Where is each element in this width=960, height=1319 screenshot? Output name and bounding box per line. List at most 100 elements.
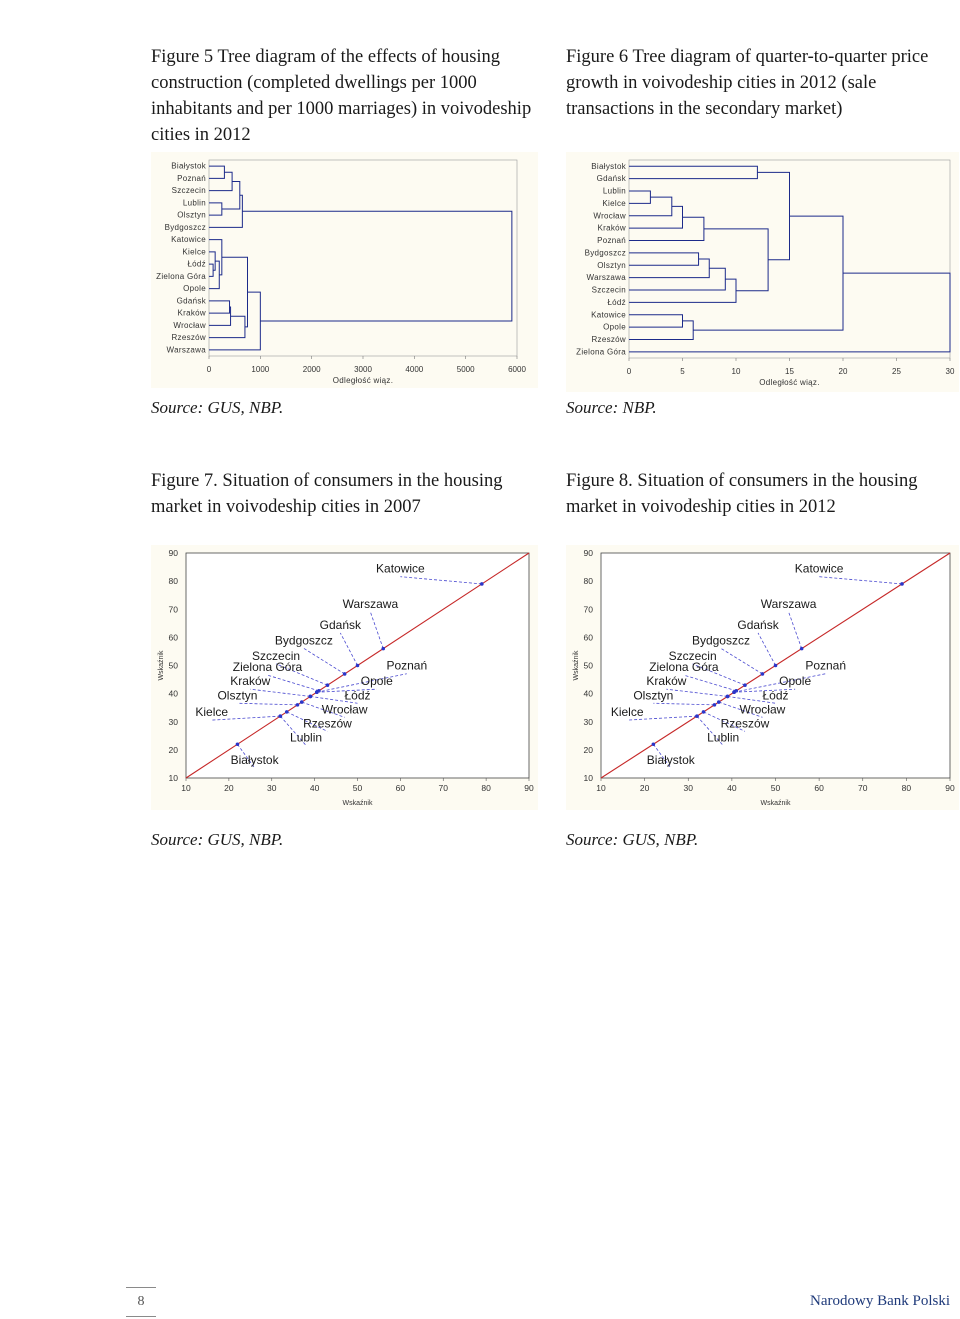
- data-point: [732, 690, 736, 695]
- x-tick-label: 60: [396, 783, 406, 793]
- y-tick-label: 40: [169, 689, 179, 699]
- figure-6-source: Source: NBP.: [566, 398, 657, 417]
- dendrogram-link: [629, 267, 726, 291]
- point-label: Katowice: [376, 562, 425, 576]
- y-axis-label: Wskaźnik: [573, 650, 580, 680]
- x-tick-label: 0: [627, 367, 632, 376]
- dendrogram-link: [209, 202, 223, 216]
- point-label: Opole: [779, 674, 811, 688]
- dendrogram-link: [629, 196, 673, 217]
- dendrogram-leaf-label: Łódź: [607, 298, 626, 307]
- x-tick-label: 30: [684, 783, 694, 793]
- x-tick-label: 4000: [405, 365, 423, 374]
- y-tick-label: 50: [584, 661, 594, 671]
- publisher-name: Narodowy Bank Polski: [810, 1293, 950, 1309]
- x-tick-label: 2000: [303, 365, 321, 374]
- x-tick-label: 20: [839, 367, 848, 376]
- data-point: [235, 742, 240, 747]
- point-label: Poznań: [386, 659, 427, 673]
- dendrogram-leaf-label: Bydgoszcz: [165, 223, 206, 232]
- point-label: Zielona Góra: [233, 660, 303, 674]
- point-label: Opole: [361, 674, 393, 688]
- x-tick-label: 0: [207, 365, 212, 374]
- y-tick-label: 30: [169, 717, 179, 727]
- dendrogram-leaf-label: Białystok: [171, 162, 206, 171]
- point-leader-line: [400, 576, 482, 585]
- x-axis-label: Odległość wiąz.: [333, 376, 394, 385]
- point-label: Szczecin: [252, 649, 300, 663]
- point-label: Kraków: [230, 674, 270, 688]
- figure-8-source: Source: GUS, NBP.: [566, 830, 699, 849]
- point-leader-line: [211, 715, 281, 721]
- point-label: Białystok: [231, 753, 280, 767]
- x-tick-label: 10: [181, 783, 191, 793]
- point-leader-line: [301, 701, 345, 718]
- x-tick-label: 20: [640, 783, 650, 793]
- x-tick-label: 25: [892, 367, 901, 376]
- dendrogram-leaf-label: Zielona Góra: [156, 272, 206, 281]
- x-tick-label: 6000: [508, 365, 526, 374]
- x-tick-label: 40: [310, 783, 320, 793]
- point-leader-line: [653, 702, 715, 706]
- dendrogram-link: [629, 252, 700, 266]
- data-point: [278, 714, 283, 718]
- dendrogram-leaf-label: Warszawa: [167, 345, 207, 354]
- y-tick-label: 10: [584, 773, 594, 783]
- point-leader-line: [703, 711, 746, 732]
- dendrogram-leaf-label: Gdańsk: [177, 296, 207, 305]
- point-label: Lublin: [290, 730, 322, 744]
- dendrogram-leaf-label: Warszawa: [587, 273, 627, 282]
- x-tick-label: 50: [771, 783, 781, 793]
- point-label: Kraków: [646, 674, 686, 688]
- page-number: 8: [137, 1294, 145, 1309]
- figure-8-scatter: 10 20 30 40 50 60 70 80 90 10 20 30 40 50 60 70 80 90 Wska…: [566, 545, 959, 810]
- x-tick-label: 10: [732, 367, 741, 376]
- point-leader-line: [267, 674, 320, 692]
- point-label: Rzeszów: [303, 716, 352, 730]
- dendrogram-leaf-label: Kielce: [182, 247, 206, 256]
- dendrogram-leaf-label: Katowice: [171, 235, 206, 244]
- point-label: Kielce: [611, 705, 644, 719]
- x-tick-label: 20: [224, 783, 234, 793]
- x-axis-label: Odległość wiąz.: [759, 378, 820, 387]
- x-tick-label: 15: [785, 367, 794, 376]
- dendrogram-link: [209, 300, 231, 314]
- point-leader-line: [316, 688, 377, 693]
- point-label: Katowice: [795, 562, 844, 576]
- footer-rule-top: [126, 1287, 156, 1288]
- y-tick-label: 60: [169, 632, 179, 642]
- dendrogram-leaf-label: Lublin: [183, 198, 206, 207]
- data-point: [381, 646, 386, 651]
- point-label: Bydgoszcz: [275, 633, 333, 647]
- x-tick-label: 80: [481, 783, 491, 793]
- dendrogram-leaf-label: Opole: [603, 323, 626, 332]
- dendrogram-leaf-label: Bydgoszcz: [585, 248, 626, 257]
- dendrogram-link: [703, 228, 769, 292]
- x-tick-label: 5: [680, 367, 685, 376]
- point-label: Lublin: [707, 730, 739, 744]
- dendrogram-leaf-label: Łódź: [187, 260, 206, 269]
- dendrogram-leaf-label: Szczecin: [172, 186, 206, 195]
- point-leader-line: [369, 611, 384, 649]
- point-leader-line: [788, 611, 803, 649]
- point-label: Bydgoszcz: [692, 633, 750, 647]
- dendrogram-leaf-label: Rzeszów: [171, 333, 206, 342]
- data-point: [308, 694, 313, 699]
- y-tick-label: 40: [584, 689, 594, 699]
- point-leader-line: [696, 715, 724, 746]
- data-point: [773, 663, 778, 668]
- dendrogram-link: [629, 272, 951, 353]
- x-tick-label: 3000: [354, 365, 372, 374]
- point-leader-line: [720, 648, 763, 675]
- dendrogram-leaf-label: Zielona Góra: [576, 347, 626, 356]
- figure-7-source: Source: GUS, NBP.: [151, 830, 284, 849]
- point-leader-line: [303, 648, 345, 675]
- dendrogram-leaf-label: Wrocław: [173, 321, 206, 330]
- point-leader-line: [757, 632, 776, 666]
- dendrogram-leaf-label: Olsztyn: [597, 261, 626, 270]
- dendrogram-leaf-label: Poznań: [177, 174, 206, 183]
- point-label: Rzeszów: [721, 716, 770, 730]
- dendrogram-leaf-label: Lublin: [603, 187, 626, 196]
- y-tick-label: 50: [169, 661, 179, 671]
- point-label: Poznań: [805, 659, 846, 673]
